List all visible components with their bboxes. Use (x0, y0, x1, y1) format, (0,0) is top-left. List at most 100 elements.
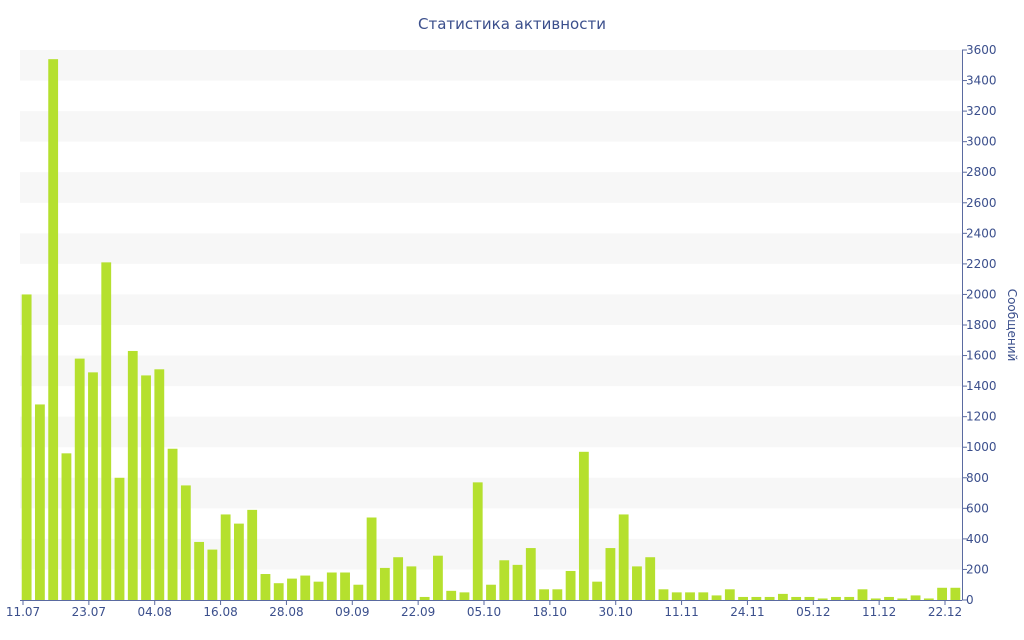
grid-band (20, 233, 962, 264)
y-tick-label: 1800 (966, 318, 997, 332)
x-tick-label: 04.08 (138, 605, 172, 619)
y-axis-title: Сообщений (1005, 289, 1019, 362)
bar (366, 517, 377, 600)
bar (88, 372, 98, 600)
bar (313, 581, 324, 600)
grid-band (20, 50, 962, 81)
bar (950, 587, 961, 600)
bar (777, 593, 788, 600)
x-tick-label: 05.12 (796, 605, 830, 619)
y-tick-label: 3200 (966, 104, 997, 118)
bar (247, 509, 258, 600)
bar (393, 557, 404, 600)
bar (353, 584, 364, 600)
y-tick-label: 200 (966, 562, 989, 576)
y-tick-label: 0 (966, 593, 974, 607)
bar (194, 541, 205, 600)
bar (658, 589, 669, 600)
bar (578, 451, 589, 600)
bar (685, 592, 695, 600)
grid-band (20, 416, 962, 448)
x-tick-label: 28.08 (269, 605, 303, 619)
bar (671, 592, 682, 600)
bar (645, 557, 656, 600)
bar (61, 453, 72, 600)
grid-band (20, 355, 962, 387)
grid-band (20, 172, 962, 203)
x-tick-label: 23.07 (72, 605, 106, 619)
bar (897, 598, 908, 600)
x-tick-label: 11.07 (6, 605, 40, 619)
bar (459, 592, 470, 600)
y-tick-label: 3600 (966, 43, 997, 57)
bar (605, 548, 616, 600)
bar (300, 575, 311, 600)
bar (910, 595, 921, 600)
bar (844, 596, 855, 600)
y-tick-label: 1000 (966, 440, 997, 454)
bar (260, 574, 271, 600)
bar (817, 598, 828, 600)
y-tick-label: 2000 (966, 287, 997, 301)
x-tick-label: 24.11 (730, 605, 764, 619)
bar (101, 262, 112, 600)
bar (114, 477, 125, 600)
y-tick-label: 2800 (966, 165, 997, 179)
bar (141, 375, 151, 600)
x-tick-label: 18.10 (533, 605, 567, 619)
y-tick-label: 1200 (966, 410, 997, 424)
bar (751, 596, 762, 600)
bar (74, 358, 85, 600)
bar (220, 514, 231, 600)
bar (127, 350, 138, 600)
bar (857, 589, 868, 600)
bar (618, 514, 629, 600)
bar (486, 584, 496, 600)
bar (764, 596, 775, 600)
x-tick-label: 22.12 (928, 605, 962, 619)
bar (472, 482, 483, 600)
bar (234, 523, 244, 600)
bar (592, 581, 603, 600)
y-tick-label: 2400 (966, 226, 997, 240)
y-tick-label: 1400 (966, 379, 997, 393)
bar (525, 548, 536, 600)
y-tick-label: 400 (966, 532, 989, 546)
bar (419, 596, 430, 600)
y-tick-label: 2600 (966, 196, 997, 210)
y-tick-label: 3400 (966, 74, 997, 88)
bar (884, 596, 894, 600)
bar (379, 567, 390, 600)
bar (167, 448, 178, 600)
bar (831, 596, 841, 600)
bar (433, 555, 443, 600)
grid-band (20, 294, 962, 325)
bar (552, 589, 563, 600)
bar (180, 485, 191, 600)
bar (273, 583, 284, 600)
x-tick-label: 11.11 (664, 605, 698, 619)
x-tick-label: 11.12 (862, 605, 896, 619)
bar (937, 587, 948, 600)
bar (326, 572, 337, 600)
bar (923, 598, 934, 600)
bar (154, 369, 165, 600)
bar (724, 589, 735, 600)
bar (804, 596, 815, 600)
y-tick-label: 800 (966, 471, 989, 485)
x-tick-label: 22.09 (401, 605, 435, 619)
bar (406, 566, 417, 600)
bar (499, 560, 510, 600)
y-tick-label: 3000 (966, 135, 997, 149)
bar (539, 589, 549, 600)
grid-band (20, 111, 962, 142)
bar (632, 566, 642, 600)
bar (791, 596, 802, 600)
bar (287, 578, 297, 600)
bar (565, 570, 576, 600)
bar (711, 595, 722, 600)
bar (698, 592, 709, 600)
x-tick-label: 16.08 (203, 605, 237, 619)
